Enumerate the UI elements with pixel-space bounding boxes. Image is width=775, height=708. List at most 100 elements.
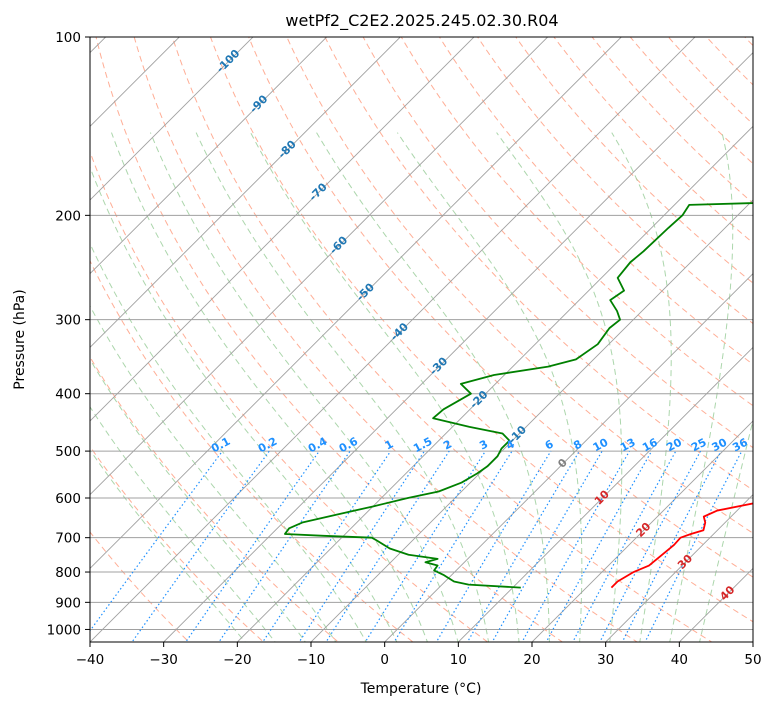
dry-adiabat-line <box>362 37 753 449</box>
y-tick-label: 1000 <box>47 622 81 638</box>
dry-adiabats <box>90 37 753 642</box>
isotherm-line <box>90 37 475 422</box>
mixing-ratio-line <box>466 450 580 642</box>
temperature-profile-line <box>610 502 753 589</box>
moist-adiabat-line <box>90 449 246 642</box>
mixing-ratio-lines <box>90 450 743 642</box>
mixing-ratio-line <box>262 450 392 642</box>
y-tick-label: 400 <box>55 387 81 403</box>
isotherm-line <box>384 273 753 642</box>
mixing-ratio-line <box>644 450 743 642</box>
x-tick-label: 40 <box>671 652 688 668</box>
y-axis-label: Pressure (hPa) <box>12 289 28 389</box>
moist-adiabat-line <box>611 132 672 642</box>
x-axis-ticks: −40 −30 −20 −10 0 10 20 30 40 50 <box>76 642 762 668</box>
dry-adiabat-line <box>95 37 564 642</box>
moist-adiabat-line <box>316 132 550 642</box>
dry-adiabat-line <box>324 37 753 491</box>
isotherm-line <box>90 37 622 569</box>
dry-adiabat-line <box>553 37 753 244</box>
dry-adiabat-line <box>90 531 190 642</box>
y-tick-label: 600 <box>55 491 81 507</box>
y-tick-label: 200 <box>55 208 81 224</box>
x-tick-label: 20 <box>523 652 540 668</box>
x-tick-label: 0 <box>380 652 389 668</box>
y-tick-label: 300 <box>55 313 81 329</box>
mixing-ratio-line <box>545 450 653 642</box>
isotherm-line <box>605 494 753 642</box>
isotherm-line <box>457 346 753 642</box>
moist-adiabat-line <box>90 242 367 642</box>
dry-adiabat-line <box>90 356 339 642</box>
x-tick-label: −40 <box>76 652 105 668</box>
y-tick-label: 900 <box>55 595 81 611</box>
dry-adiabat-line <box>90 259 414 642</box>
sounding-series <box>284 202 753 589</box>
mixing-ratio-line <box>435 450 552 642</box>
moist-adiabat-line <box>669 132 734 642</box>
isobar-lines <box>90 37 753 630</box>
moist-adiabat-line <box>90 405 276 642</box>
plot-area: 0.1 0.2 0.4 0.6 1 1.5 2 3 4 6 8 10 13 16 20 25 30 36-100-… <box>90 37 753 642</box>
mixing-ratio-label: 16 <box>640 436 660 455</box>
mixing-ratio-line <box>325 450 450 642</box>
isotherm-lines <box>90 37 753 642</box>
mixing-ratio-line <box>131 450 270 642</box>
isotherm-line <box>531 420 753 642</box>
x-tick-label: −30 <box>149 652 178 668</box>
moist-adiabat-line <box>250 132 520 642</box>
mixing-ratio-label: 10 <box>591 435 611 454</box>
dry-adiabat-line <box>515 37 753 284</box>
y-axis-ticks: 1000 900 800 700 600 500 400 300 200 100 <box>47 30 90 638</box>
x-tick-label: −10 <box>297 652 326 668</box>
mixing-ratio-line <box>185 450 320 642</box>
x-tick-label: −20 <box>223 652 252 668</box>
dry-adiabat-line <box>248 37 753 578</box>
y-tick-label: 700 <box>55 531 81 547</box>
mixing-ratio-label: 25 <box>689 436 709 455</box>
isotherm-line <box>236 125 753 642</box>
moist-adiabat-line <box>90 165 398 642</box>
isotherm-line <box>90 37 254 201</box>
dry-adiabat-line <box>591 37 753 204</box>
moist-adiabat-line <box>496 132 623 642</box>
dry-adiabat-line <box>400 37 753 407</box>
isotherm-line <box>90 37 401 348</box>
chart-title: wetPf2_C2E2.2025.245.02.30.R04 <box>285 11 558 31</box>
x-tick-label: 30 <box>597 652 614 668</box>
y-tick-label: 100 <box>55 30 81 46</box>
moist-adiabat-line <box>396 132 583 642</box>
y-tick-label: 800 <box>55 565 81 581</box>
dry-adiabat-line <box>209 37 753 623</box>
isotherm-line <box>310 199 753 642</box>
moist-adiabat-line <box>111 132 428 642</box>
x-tick-label: 10 <box>450 652 467 668</box>
isotherm-line <box>90 37 180 127</box>
mixing-ratio-label: 36 <box>730 436 750 455</box>
mixing-ratio-line <box>218 450 351 642</box>
moist-adiabat-line <box>195 132 490 642</box>
mixing-ratio-line <box>298 450 425 642</box>
y-tick-label: 500 <box>55 444 81 460</box>
isotherm-line <box>163 52 753 642</box>
x-axis-label: Temperature (°C) <box>360 681 482 697</box>
moist-adiabat-line <box>90 304 337 642</box>
mixing-ratio-line <box>491 450 603 642</box>
dry-adiabat-line <box>171 37 713 642</box>
mixing-ratio-label: 20 <box>664 435 684 454</box>
dry-adiabat-line <box>133 37 638 642</box>
moist-adiabats <box>90 132 753 642</box>
plot-frame <box>89 36 754 643</box>
moist-adiabat-line <box>149 132 459 642</box>
isotherm-line <box>90 37 696 642</box>
dry-adiabat-line <box>286 37 753 534</box>
isotherm-line <box>90 37 549 496</box>
mixing-ratio-label: 13 <box>618 436 638 455</box>
x-tick-label: 50 <box>744 652 761 668</box>
dewpoint-profile-line <box>284 202 753 589</box>
isotherm-line <box>90 37 328 275</box>
mixing-ratio-label: 30 <box>710 436 730 455</box>
